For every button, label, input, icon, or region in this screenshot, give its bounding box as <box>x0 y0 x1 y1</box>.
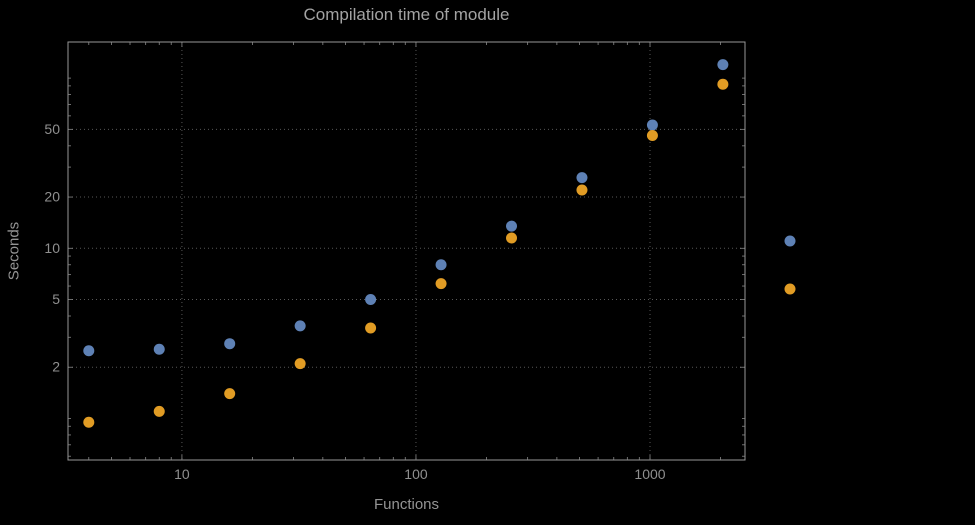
chart-title: Compilation time of module <box>303 5 510 24</box>
data-point-blue <box>646 119 658 131</box>
data-point-blue <box>576 172 588 184</box>
data-point-orange <box>576 184 588 196</box>
data-point-blue <box>435 259 447 271</box>
data-point-blue <box>365 294 377 306</box>
legend-marker-blue <box>784 235 796 247</box>
data-point-blue <box>83 345 95 357</box>
data-point-orange <box>294 358 306 370</box>
data-point-orange <box>717 78 729 90</box>
data-point-blue <box>506 220 518 232</box>
data-point-orange <box>83 416 95 428</box>
data-point-orange <box>365 322 377 334</box>
data-point-orange <box>435 278 447 290</box>
y-tick-label: 10 <box>44 240 60 256</box>
data-point-orange <box>224 388 236 400</box>
data-point-blue <box>294 320 306 332</box>
data-point-orange <box>646 129 658 141</box>
plot-frame <box>67 41 746 461</box>
y-tick-label: 20 <box>44 189 60 205</box>
data-point-orange <box>153 405 165 417</box>
x-tick-label: 100 <box>404 466 428 482</box>
data-point-blue <box>224 338 236 350</box>
x-axis-label: Functions <box>373 496 440 513</box>
legend-marker-orange <box>784 283 796 295</box>
x-tick-label: 1000 <box>634 466 665 482</box>
y-tick-label: 50 <box>44 121 60 137</box>
y-tick-label: 5 <box>52 291 60 307</box>
data-point-blue <box>153 343 165 355</box>
x-tick-label: 10 <box>174 466 190 482</box>
data-point-blue <box>717 59 729 71</box>
y-axis-label: Seconds <box>5 221 23 281</box>
y-tick-label: 2 <box>52 359 60 375</box>
data-point-orange <box>506 232 518 244</box>
